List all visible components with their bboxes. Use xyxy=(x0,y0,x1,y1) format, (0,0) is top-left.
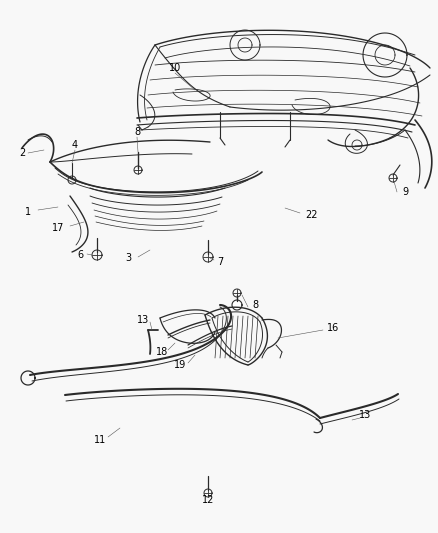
Text: 13: 13 xyxy=(137,315,149,325)
Text: 2: 2 xyxy=(19,148,25,158)
Text: 17: 17 xyxy=(52,223,64,233)
Text: 7: 7 xyxy=(217,257,223,267)
Text: 1: 1 xyxy=(25,207,31,217)
Text: 16: 16 xyxy=(327,323,339,333)
Text: 8: 8 xyxy=(134,127,140,137)
Text: 11: 11 xyxy=(94,435,106,445)
Text: 13: 13 xyxy=(359,410,371,420)
Text: 22: 22 xyxy=(306,210,318,220)
Text: 18: 18 xyxy=(156,347,168,357)
Text: 9: 9 xyxy=(402,187,408,197)
Text: 3: 3 xyxy=(125,253,131,263)
Polygon shape xyxy=(232,300,242,310)
Text: 6: 6 xyxy=(77,250,83,260)
Text: 12: 12 xyxy=(202,495,214,505)
Text: 4: 4 xyxy=(72,140,78,150)
Text: 19: 19 xyxy=(174,360,186,370)
Text: 10: 10 xyxy=(169,63,181,73)
Text: 8: 8 xyxy=(252,300,258,310)
